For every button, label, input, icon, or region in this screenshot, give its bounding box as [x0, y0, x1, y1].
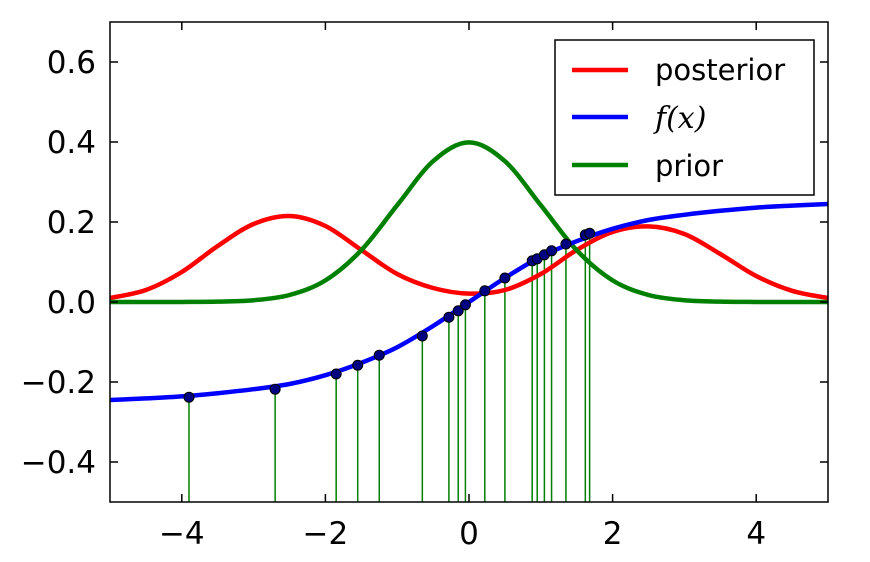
y-tick-label: −0.2: [21, 365, 96, 401]
legend-label-posterior: posterior: [655, 53, 785, 87]
y-tick-label: 0.2: [47, 205, 96, 241]
series-line-posterior: [110, 213, 828, 301]
series-line-prior: [110, 140, 828, 305]
sample-point: [560, 238, 572, 250]
legend-label-fx: f(x): [653, 101, 706, 136]
sample-point: [459, 299, 471, 311]
y-tick-label: 0.6: [47, 45, 96, 81]
legend: posterior f(x) prior: [554, 39, 815, 196]
sample-point: [546, 245, 558, 257]
y-tick-label: −0.4: [21, 445, 96, 481]
sample-point: [183, 391, 195, 403]
sample-markers: [183, 227, 596, 403]
x-tick-label: 4: [746, 516, 766, 552]
sample-point: [584, 227, 596, 239]
y-tick-label: 0.4: [47, 125, 96, 161]
sample-point: [373, 349, 385, 361]
y-tick-label: 0.0: [47, 285, 96, 321]
y-axis: −0.4 −0.2 0.0 0.2 0.4 0.6: [21, 45, 828, 481]
x-tick-label: −4: [159, 516, 205, 552]
x-axis: −4 −2 0 2 4: [159, 22, 766, 552]
sample-point: [479, 285, 491, 297]
sample-point: [443, 311, 455, 323]
x-tick-label: 0: [459, 516, 479, 552]
sample-point: [416, 330, 428, 342]
sample-stems: [188, 233, 591, 502]
x-tick-label: −2: [303, 516, 349, 552]
sample-point: [499, 272, 511, 284]
x-tick-label: 2: [603, 516, 623, 552]
sample-point: [330, 368, 342, 380]
legend-label-prior: prior: [655, 149, 723, 183]
sample-point: [352, 359, 364, 371]
sample-point: [452, 305, 464, 317]
sample-point: [269, 383, 281, 395]
